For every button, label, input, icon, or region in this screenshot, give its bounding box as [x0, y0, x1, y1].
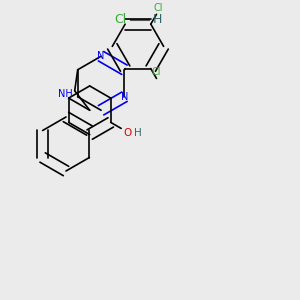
Text: Cl: Cl	[153, 3, 163, 13]
Text: H: H	[153, 13, 162, 26]
Text: NH: NH	[58, 89, 73, 99]
Text: Cl: Cl	[114, 13, 126, 26]
Text: O: O	[123, 128, 131, 138]
Text: Cl: Cl	[152, 68, 161, 77]
Text: N: N	[121, 92, 128, 102]
Text: N: N	[98, 51, 105, 61]
Text: H: H	[134, 128, 142, 138]
